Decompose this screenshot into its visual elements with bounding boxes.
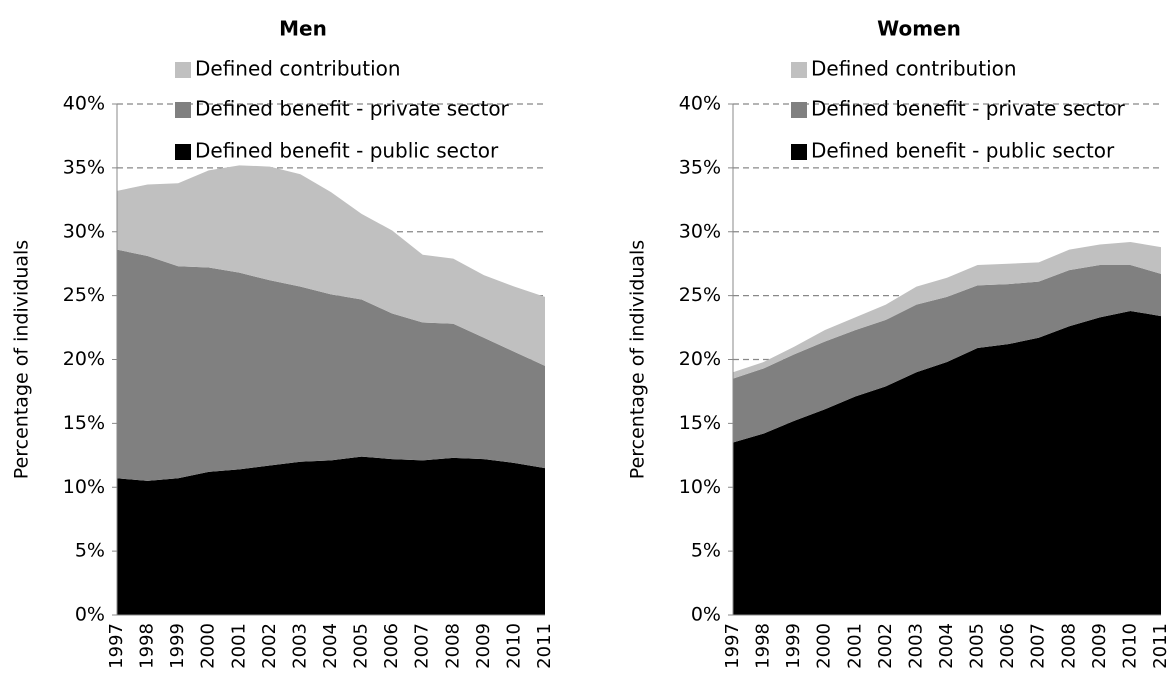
x-tick-label: 2009 (1089, 623, 1110, 669)
x-tick-label: 1999 (167, 623, 188, 669)
y-tick-label: 30% (63, 220, 105, 242)
x-tick-label: 2006 (997, 623, 1018, 669)
x-tick-label: 2003 (289, 623, 310, 669)
legend-label: Defined benefit - public sector (811, 139, 1115, 163)
y-tick-label: 15% (679, 412, 721, 434)
x-tick-label: 2002 (875, 623, 896, 669)
x-tick-label: 2011 (1150, 623, 1171, 669)
x-tick-label: 2009 (473, 623, 494, 669)
legend-swatch (175, 144, 191, 160)
x-tick-label: 2008 (1058, 623, 1079, 669)
y-tick-label: 0% (75, 604, 105, 626)
x-tick-label: 2004 (320, 623, 341, 669)
y-tick-label: 35% (679, 156, 721, 178)
legend-label: Defined contribution (195, 57, 401, 81)
area (117, 456, 545, 615)
x-tick-label: 1997 (722, 623, 743, 669)
legend-label: Defined benefit - private sector (195, 97, 510, 121)
y-axis-label: Percentage of individuals (11, 240, 33, 479)
x-tick-label: 2010 (1119, 623, 1140, 669)
x-tick-label: 2000 (198, 623, 219, 669)
chart-title: Women (877, 17, 961, 41)
area (733, 241, 1161, 379)
y-tick-label: 35% (63, 156, 105, 178)
area (733, 310, 1161, 615)
y-tick-label: 40% (63, 93, 105, 115)
y-tick-label: 25% (679, 284, 721, 306)
chart-title: Men (279, 17, 327, 41)
legend-label: Defined benefit - private sector (811, 97, 1126, 121)
area (117, 249, 545, 481)
x-tick-label: 2007 (412, 623, 433, 669)
x-tick-label: 2007 (1028, 623, 1049, 669)
x-tick-label: 1999 (783, 623, 804, 669)
legend-swatch (175, 62, 191, 78)
y-tick-label: 15% (63, 412, 105, 434)
legend-swatch (175, 102, 191, 118)
legend-label: Defined benefit - public sector (195, 139, 499, 163)
y-tick-label: 10% (679, 476, 721, 498)
y-tick-label: 5% (691, 540, 721, 562)
x-tick-label: 2008 (442, 623, 463, 669)
x-tick-label: 2001 (844, 623, 865, 669)
y-tick-label: 20% (679, 348, 721, 370)
legend-swatch (791, 62, 807, 78)
y-tick-label: 30% (679, 220, 721, 242)
x-tick-label: 2000 (814, 623, 835, 669)
x-tick-label: 2003 (905, 623, 926, 669)
x-tick-label: 2006 (381, 623, 402, 669)
y-tick-label: 20% (63, 348, 105, 370)
x-tick-label: 2002 (259, 623, 280, 669)
legend-swatch (791, 102, 807, 118)
y-axis-label: Percentage of individuals (627, 240, 649, 479)
x-tick-label: 2004 (936, 623, 957, 669)
legend-swatch (791, 144, 807, 160)
x-tick-label: 2005 (351, 623, 372, 669)
x-tick-label: 1998 (137, 623, 158, 669)
y-tick-label: 5% (75, 540, 105, 562)
x-tick-label: 2011 (534, 623, 555, 669)
area (733, 264, 1161, 443)
y-tick-label: 10% (63, 476, 105, 498)
y-tick-label: 25% (63, 284, 105, 306)
x-tick-label: 1997 (106, 623, 127, 669)
y-tick-label: 40% (679, 93, 721, 115)
x-tick-label: 2001 (228, 623, 249, 669)
x-tick-label: 2005 (967, 623, 988, 669)
y-tick-label: 0% (691, 604, 721, 626)
x-tick-label: 1998 (753, 623, 774, 669)
area (117, 165, 545, 366)
x-tick-label: 2010 (503, 623, 524, 669)
legend-label: Defined contribution (811, 57, 1017, 81)
